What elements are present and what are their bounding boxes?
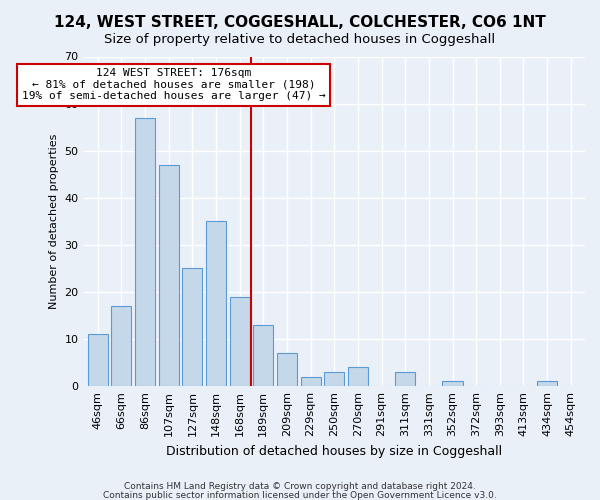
Bar: [135, 118, 155, 386]
Bar: [395, 372, 415, 386]
Bar: [88, 334, 108, 386]
Text: Contains public sector information licensed under the Open Government Licence v3: Contains public sector information licen…: [103, 490, 497, 500]
Y-axis label: Number of detached properties: Number of detached properties: [49, 134, 59, 309]
Text: 124, WEST STREET, COGGESHALL, COLCHESTER, CO6 1NT: 124, WEST STREET, COGGESHALL, COLCHESTER…: [54, 15, 546, 30]
Bar: [324, 372, 344, 386]
Bar: [277, 353, 297, 386]
Text: 124 WEST STREET: 176sqm
← 81% of detached houses are smaller (198)
19% of semi-d: 124 WEST STREET: 176sqm ← 81% of detache…: [22, 68, 325, 102]
Bar: [348, 368, 368, 386]
Bar: [112, 306, 131, 386]
Bar: [158, 165, 179, 386]
Bar: [537, 382, 557, 386]
Text: Contains HM Land Registry data © Crown copyright and database right 2024.: Contains HM Land Registry data © Crown c…: [124, 482, 476, 491]
Bar: [182, 268, 202, 386]
Bar: [442, 382, 463, 386]
Bar: [301, 377, 320, 386]
Bar: [206, 222, 226, 386]
Bar: [230, 296, 250, 386]
Text: Size of property relative to detached houses in Coggeshall: Size of property relative to detached ho…: [104, 32, 496, 46]
X-axis label: Distribution of detached houses by size in Coggeshall: Distribution of detached houses by size …: [166, 444, 502, 458]
Bar: [253, 325, 274, 386]
